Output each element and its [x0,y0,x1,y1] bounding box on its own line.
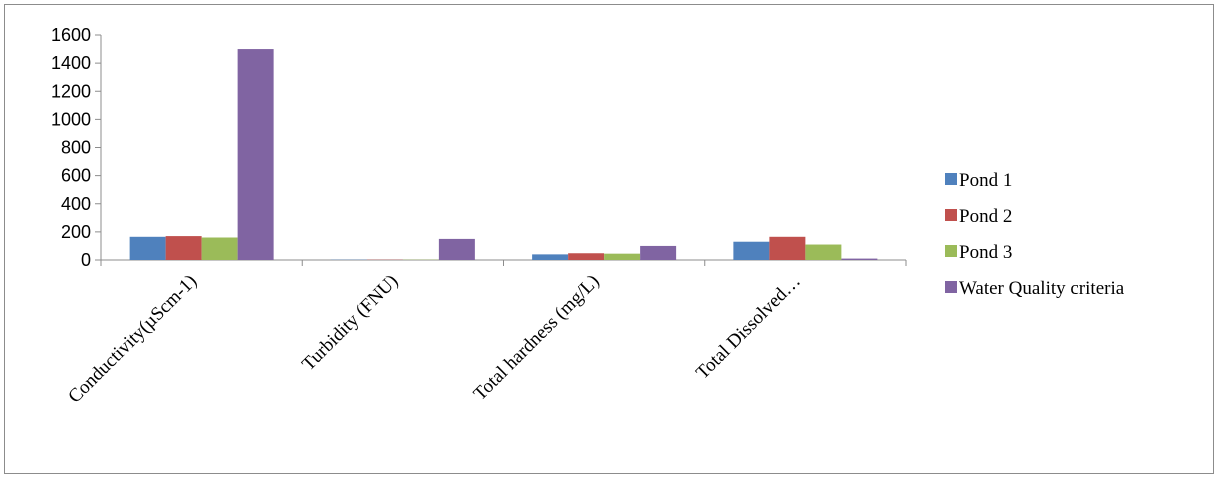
y-tick-label: 600 [61,166,91,186]
y-tick-labels: 0 200 400 600 800 1000 1200 1400 1600 [51,25,91,270]
legend-label: Water Quality criteria [959,278,1125,299]
legend-label: Pond 2 [959,206,1012,227]
bar [568,253,605,260]
x-category-label: Total hardness (mg/L) [470,271,604,405]
legend-swatch [945,173,957,185]
legend-swatch [945,245,957,257]
y-tick-label: 1400 [51,53,91,73]
x-category-label: Total Dissolved… [692,271,805,384]
bar [201,237,238,260]
bar [532,254,569,260]
y-tick-label: 400 [61,194,91,214]
legend-swatch [945,281,957,293]
y-tick-label: 1600 [51,25,91,45]
bar [237,49,274,260]
y-tick-label: 800 [61,138,91,158]
bar [438,238,475,260]
legend: Pond 1 Pond 2 Pond 3 Water Quality criteria [945,170,1125,299]
y-tick-label: 200 [61,222,91,242]
bar [805,244,842,260]
legend-label: Pond 1 [959,170,1012,191]
y-tick-label: 1200 [51,81,91,101]
x-category-label: Turbidity (FNU) [298,271,402,375]
y-tick-label: 0 [81,250,91,270]
bar [604,253,641,260]
bar-chart: 0 200 400 600 800 1000 1200 1400 1600 Conductivi… [51,25,1125,408]
axes [95,34,907,266]
x-category-labels: Conductivity(µScm-1) Turbidity (FNU) Total… [64,271,805,408]
bars [129,49,878,260]
bar [841,258,878,260]
chart-frame: 0 200 400 600 800 1000 1200 1400 1600 Conductivi… [4,4,1214,474]
bar [129,236,166,260]
legend-label: Pond 3 [959,242,1012,263]
bar [165,236,202,260]
y-tick-label: 1000 [51,109,91,129]
x-category-label: Conductivity(µScm-1) [64,271,201,408]
legend-swatch [945,209,957,221]
bar [769,236,806,260]
bar [640,245,677,260]
bar [733,241,770,260]
